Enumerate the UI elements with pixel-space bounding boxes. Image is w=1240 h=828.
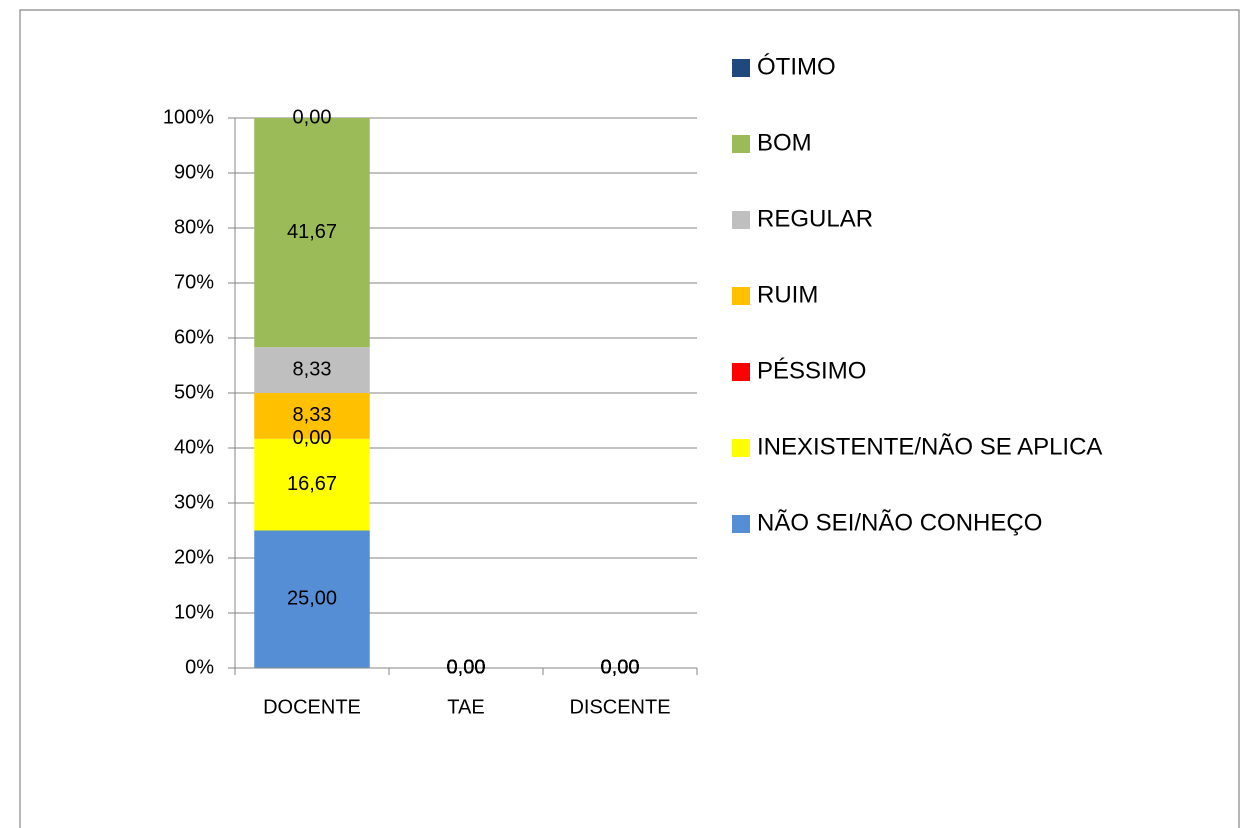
data-label: 0,00 <box>447 656 486 678</box>
y-tick-label: 0% <box>185 656 214 678</box>
legend-label: RUIM <box>757 281 818 308</box>
legend-label: BOM <box>757 129 812 156</box>
data-label: 0,00 <box>293 106 332 128</box>
data-label: 16,67 <box>287 473 337 495</box>
legend-swatch <box>732 287 750 305</box>
x-tick-label: DOCENTE <box>263 696 361 718</box>
bar-segment <box>254 393 370 439</box>
legend-swatch <box>732 515 750 533</box>
bar-segment <box>254 530 370 668</box>
y-tick-label: 100% <box>163 106 214 128</box>
data-label: 0,00 <box>447 656 486 678</box>
y-tick-label: 50% <box>174 381 214 403</box>
legend-swatch <box>732 363 750 381</box>
data-label: 0,00 <box>601 656 640 678</box>
x-tick-label: TAE <box>447 696 484 718</box>
x-tick-label: DISCENTE <box>569 696 670 718</box>
legend-swatch <box>732 439 750 457</box>
legend-label: REGULAR <box>757 205 873 232</box>
legend-label: ÓTIMO <box>757 53 836 80</box>
data-label: 8,33 <box>293 404 332 426</box>
y-tick-label: 60% <box>174 326 214 348</box>
legend-label: NÃO SEI/NÃO CONHEÇO <box>757 509 1042 536</box>
legend-label: PÉSSIMO <box>757 357 866 384</box>
y-tick-label: 30% <box>174 491 214 513</box>
data-label: 0,00 <box>601 656 640 678</box>
data-label: 0,00 <box>601 656 640 678</box>
bar-segment <box>254 438 370 531</box>
y-tick-label: 20% <box>174 546 214 568</box>
data-label: 0,00 <box>293 427 332 449</box>
data-label: 25,00 <box>287 588 337 610</box>
data-label: 8,33 <box>293 358 332 380</box>
bar-segment <box>254 118 370 348</box>
data-label: 41,67 <box>287 221 337 243</box>
data-label: 0,00 <box>601 656 640 678</box>
y-tick-label: 90% <box>174 161 214 183</box>
legend-swatch <box>732 59 750 77</box>
legend-swatch <box>732 135 750 153</box>
y-tick-label: 80% <box>174 216 214 238</box>
chart-frame <box>19 9 1240 828</box>
legend-label: INEXISTENTE/NÃO SE APLICA <box>757 433 1102 460</box>
data-label: 0,00 <box>447 656 486 678</box>
y-tick-label: 40% <box>174 436 214 458</box>
data-label: 0,00 <box>601 656 640 678</box>
data-label: 0,00 <box>447 656 486 678</box>
data-label: 0,00 <box>447 656 486 678</box>
data-label: 0,00 <box>447 656 486 678</box>
bar-segment <box>254 347 370 393</box>
data-label: 0,00 <box>447 656 486 678</box>
legend-swatch <box>732 211 750 229</box>
data-label: 0,00 <box>601 656 640 678</box>
y-tick-label: 70% <box>174 271 214 293</box>
data-label: 0,00 <box>601 656 640 678</box>
y-tick-label: 10% <box>174 601 214 623</box>
